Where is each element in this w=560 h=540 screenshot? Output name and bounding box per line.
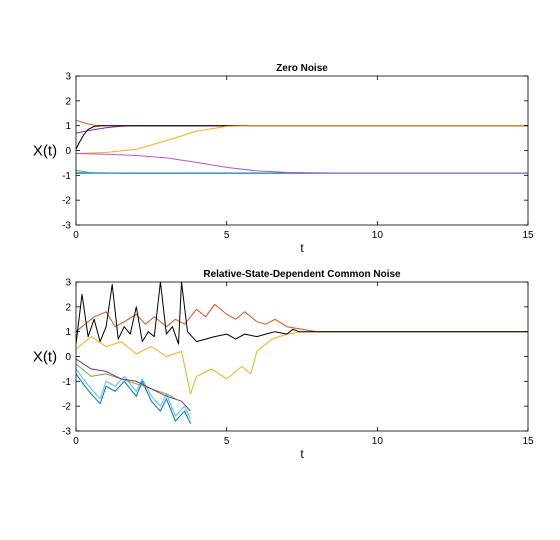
- y-tick-label: 2: [65, 96, 71, 107]
- plot-frame: [75, 75, 529, 226]
- y-tick-label: -3: [62, 427, 71, 438]
- x-axis-label: t: [300, 241, 304, 255]
- y-tick-label: 3: [65, 278, 71, 289]
- x-tick-label: 5: [224, 436, 230, 447]
- series-line-7: [76, 153, 528, 174]
- y-tick-label: 1: [65, 121, 71, 132]
- y-tick-label: 0: [65, 146, 71, 157]
- series-line-3: [76, 358, 191, 412]
- y-tick-label: -1: [62, 171, 71, 182]
- y-tick-label: 2: [65, 302, 71, 313]
- series-line-3: [76, 125, 528, 154]
- series-line-6: [76, 282, 528, 345]
- x-tick-label: 10: [372, 230, 384, 241]
- y-axis-label: X(t): [33, 143, 57, 160]
- series-line-4: [76, 331, 528, 395]
- series-line-0: [76, 373, 191, 424]
- series-line-2: [76, 363, 176, 400]
- x-tick-label: 5: [224, 230, 230, 241]
- y-tick-label: -3: [62, 221, 71, 232]
- series-line-0: [76, 119, 528, 127]
- plot-area: 0 5 10 15 -3 -2 -1 0 1 2 3: [62, 278, 534, 448]
- chart-zero-noise: Zero Noise 0 5 10 15 -3 -2 -1 0 1 2 3 t X(t): [33, 63, 534, 255]
- y-tick-label: -2: [62, 402, 71, 413]
- series-line-1: [76, 368, 191, 419]
- y-tick-label: 0: [65, 352, 71, 363]
- x-tick-label: 15: [522, 230, 534, 241]
- x-tick-label: 0: [73, 436, 79, 447]
- chart-common-noise: Relative-State-Dependent Common Noise 0 5…: [33, 269, 534, 461]
- plot-frame: [75, 281, 529, 432]
- series-line-2: [76, 125, 528, 150]
- x-axis-label: t: [300, 447, 304, 461]
- series-line-5: [76, 303, 528, 333]
- chart-title: Relative-State-Dependent Common Noise: [203, 269, 401, 280]
- y-tick-label: -2: [62, 196, 71, 207]
- plot-area: 0 5 10 15 -3 -2 -1 0 1 2 3: [62, 72, 534, 242]
- chart-title: Zero Noise: [276, 63, 328, 74]
- series-line-1: [76, 125, 528, 134]
- y-tick-label: -1: [62, 377, 71, 388]
- y-tick-label: 3: [65, 72, 71, 83]
- y-tick-label: 1: [65, 327, 71, 338]
- x-tick-label: 15: [522, 436, 534, 447]
- x-tick-label: 0: [73, 230, 79, 241]
- y-axis-label: X(t): [33, 349, 57, 366]
- x-tick-label: 10: [372, 436, 384, 447]
